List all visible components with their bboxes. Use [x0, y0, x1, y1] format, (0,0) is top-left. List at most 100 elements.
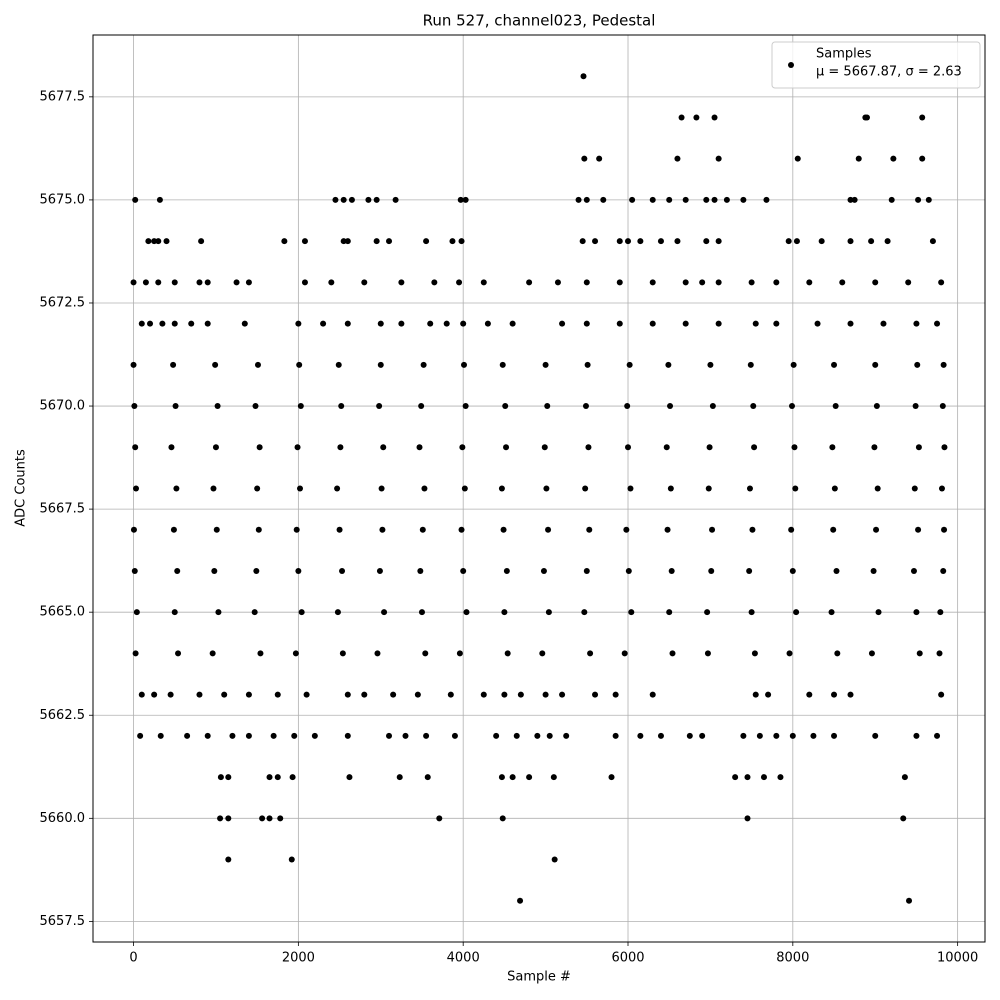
data-point	[715, 155, 722, 162]
data-point	[637, 732, 644, 739]
data-point	[586, 526, 593, 533]
data-point	[915, 196, 922, 203]
data-point	[750, 403, 757, 410]
data-point	[919, 114, 926, 121]
data-point	[666, 609, 673, 616]
data-point	[209, 650, 216, 657]
data-point	[376, 567, 383, 574]
data-point	[460, 320, 467, 327]
data-point	[137, 732, 144, 739]
data-point	[171, 279, 178, 286]
data-point	[130, 526, 137, 533]
data-point	[168, 444, 175, 451]
data-point	[257, 650, 264, 657]
data-point	[204, 279, 211, 286]
data-point	[416, 444, 423, 451]
data-point	[612, 691, 619, 698]
data-point	[616, 279, 623, 286]
data-point	[744, 774, 751, 781]
data-point	[682, 320, 689, 327]
y-axis-label: ADC Counts	[14, 449, 29, 527]
data-point	[147, 320, 154, 327]
data-point	[740, 196, 747, 203]
data-point	[509, 320, 516, 327]
data-point	[458, 238, 465, 245]
data-point	[132, 444, 139, 451]
data-point	[155, 238, 162, 245]
data-point	[674, 238, 681, 245]
data-point	[870, 567, 877, 574]
data-point	[830, 526, 837, 533]
data-point	[503, 444, 510, 451]
data-point	[225, 815, 232, 822]
data-point	[221, 691, 228, 698]
data-point	[499, 361, 506, 368]
data-point	[829, 444, 836, 451]
data-point	[163, 238, 170, 245]
data-point	[940, 567, 947, 574]
data-point	[414, 691, 421, 698]
data-point	[747, 361, 754, 368]
data-point	[806, 691, 813, 698]
data-point	[398, 279, 405, 286]
data-point	[546, 732, 553, 739]
data-point	[424, 774, 431, 781]
data-point	[585, 444, 592, 451]
y-tick-label: 5672.5	[40, 295, 86, 310]
data-point	[623, 526, 630, 533]
data-point	[295, 320, 302, 327]
data-point	[554, 279, 561, 286]
data-point	[198, 238, 205, 245]
data-point	[210, 485, 217, 492]
data-point	[526, 279, 533, 286]
data-point	[583, 196, 590, 203]
data-point	[131, 403, 138, 410]
data-point	[380, 444, 387, 451]
data-point	[939, 403, 946, 410]
data-point	[582, 485, 589, 492]
y-tick-label: 5660.0	[40, 811, 86, 826]
data-point	[336, 526, 343, 533]
data-point	[773, 279, 780, 286]
data-point	[225, 774, 232, 781]
y-tick-label: 5677.5	[40, 89, 86, 104]
data-point	[752, 320, 759, 327]
data-point	[294, 444, 301, 451]
data-point	[463, 609, 470, 616]
data-point	[167, 691, 174, 698]
data-point	[373, 196, 380, 203]
data-point	[621, 650, 628, 657]
x-tick-label: 6000	[611, 951, 644, 966]
data-point	[311, 732, 318, 739]
data-point	[256, 444, 263, 451]
legend: Samples μ = 5667.87, σ = 2.63	[771, 41, 981, 89]
data-point	[542, 691, 549, 698]
legend-stats: μ = 5667.87, σ = 2.63	[816, 65, 962, 80]
data-point	[756, 732, 763, 739]
data-point	[145, 238, 152, 245]
data-point	[517, 897, 524, 904]
data-point	[925, 196, 932, 203]
data-point	[377, 320, 384, 327]
legend-marker	[788, 62, 794, 68]
data-point	[934, 320, 941, 327]
data-point	[704, 650, 711, 657]
data-point	[794, 155, 801, 162]
data-point	[575, 196, 582, 203]
data-point	[855, 155, 862, 162]
x-tick-label: 0	[129, 951, 137, 966]
data-point	[579, 238, 586, 245]
data-point	[289, 774, 296, 781]
data-point	[365, 196, 372, 203]
data-point	[501, 609, 508, 616]
data-point	[460, 567, 467, 574]
data-point	[225, 856, 232, 863]
data-point	[539, 650, 546, 657]
data-point	[667, 403, 674, 410]
data-point	[810, 732, 817, 739]
y-tick-label: 5657.5	[40, 914, 86, 929]
data-point	[253, 567, 260, 574]
data-point	[296, 361, 303, 368]
data-point	[693, 114, 700, 121]
